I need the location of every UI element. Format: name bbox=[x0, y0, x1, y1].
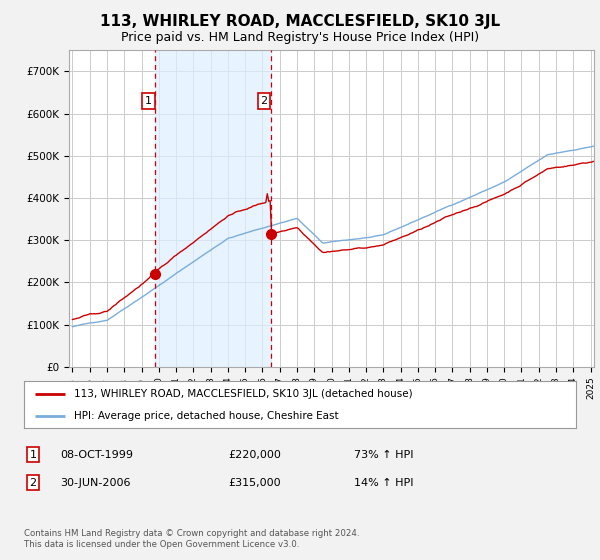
Text: 113, WHIRLEY ROAD, MACCLESFIELD, SK10 3JL (detached house): 113, WHIRLEY ROAD, MACCLESFIELD, SK10 3J… bbox=[74, 389, 412, 399]
Text: Price paid vs. HM Land Registry's House Price Index (HPI): Price paid vs. HM Land Registry's House … bbox=[121, 31, 479, 44]
Text: 14% ↑ HPI: 14% ↑ HPI bbox=[354, 478, 413, 488]
Text: 73% ↑ HPI: 73% ↑ HPI bbox=[354, 450, 413, 460]
Text: £315,000: £315,000 bbox=[228, 478, 281, 488]
Text: 08-OCT-1999: 08-OCT-1999 bbox=[60, 450, 133, 460]
Bar bbox=[155, 50, 271, 367]
Text: 2: 2 bbox=[29, 478, 37, 488]
Text: 113, WHIRLEY ROAD, MACCLESFIELD, SK10 3JL: 113, WHIRLEY ROAD, MACCLESFIELD, SK10 3J… bbox=[100, 14, 500, 29]
Text: HPI: Average price, detached house, Cheshire East: HPI: Average price, detached house, Ches… bbox=[74, 410, 338, 421]
Text: 1: 1 bbox=[145, 96, 152, 106]
Text: 2: 2 bbox=[260, 96, 268, 106]
Text: 30-JUN-2006: 30-JUN-2006 bbox=[60, 478, 131, 488]
Text: £220,000: £220,000 bbox=[228, 450, 281, 460]
Text: Contains HM Land Registry data © Crown copyright and database right 2024.
This d: Contains HM Land Registry data © Crown c… bbox=[24, 529, 359, 549]
Text: 1: 1 bbox=[29, 450, 37, 460]
